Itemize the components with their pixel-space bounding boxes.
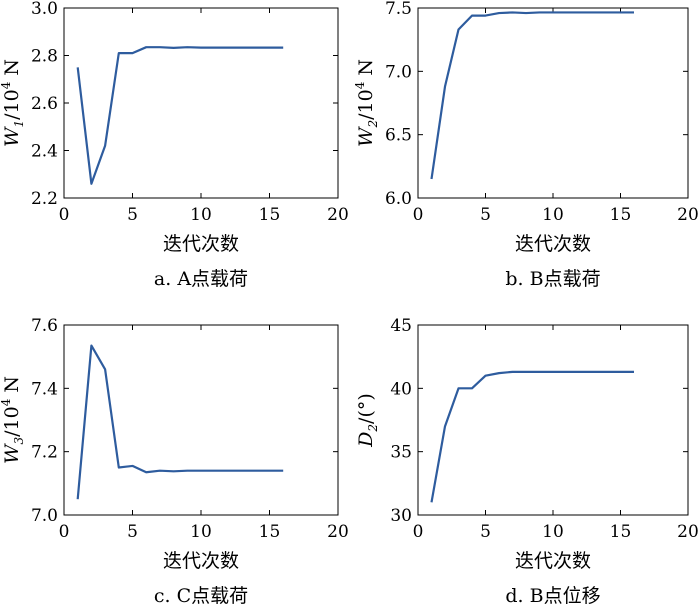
chart-panel-4: 0 5 10 15 20 30 35 40 45 迭代次数 d. B点位移 D2/(°): [355, 316, 699, 607]
x-tick-label: 20: [677, 205, 699, 225]
y-tick-label: 6.0: [385, 189, 412, 209]
x-tick-label: 0: [59, 522, 70, 542]
series-line: [430, 11, 634, 180]
y-axis-label-part: N: [1, 59, 23, 82]
x-tick-label: 20: [327, 205, 349, 225]
y-tick-label: 7.0: [31, 506, 58, 526]
y-axis-label-part: 4: [353, 81, 367, 89]
panel-caption: d. B点位移: [505, 585, 600, 607]
panel-caption: a. A点载荷: [154, 268, 248, 290]
x-tick-label: 10: [542, 205, 564, 225]
y-axis-label-part: N: [355, 59, 377, 82]
y-axis-label: W1/104 N: [0, 59, 26, 147]
y-axis-label-part: /(°): [355, 393, 377, 424]
chart-panel-3: 0 5 10 15 20 7.0 7.2 7.4 7.6 迭代次数 c. C点载荷 W3/104 N: [0, 316, 349, 607]
y-axis-label-part: W: [1, 443, 23, 464]
y-axis-label-part: 2: [366, 120, 380, 129]
y-tick-label: 30: [390, 506, 412, 526]
plot-frame: [417, 7, 689, 199]
y-tick-label: 3.0: [31, 0, 58, 19]
y-axis-label-part: W: [355, 126, 377, 147]
y-axis-label-part: W: [1, 126, 23, 147]
x-tick-label: 5: [480, 205, 491, 225]
x-axis-label: 迭代次数: [515, 550, 591, 572]
x-tick-label: 0: [413, 522, 424, 542]
y-tick-label: 7.5: [385, 0, 412, 19]
y-axis-label-part: 2: [366, 424, 380, 433]
y-tick-label: 7.2: [31, 443, 58, 463]
x-tick-label: 15: [259, 522, 281, 542]
y-tick-label: 45: [390, 316, 412, 336]
y-tick-label: 40: [390, 379, 412, 399]
y-tick-label: 2.4: [31, 142, 58, 162]
y-axis-label-part: N: [1, 376, 23, 399]
plot-frame: [63, 324, 339, 516]
x-tick-label: 5: [480, 522, 491, 542]
x-tick-label: 5: [127, 522, 138, 542]
y-tick-label: 6.5: [385, 126, 412, 146]
x-axis-label: 迭代次数: [163, 233, 239, 255]
series-line: [430, 370, 634, 503]
y-axis-label: D2/(°): [355, 393, 380, 448]
plot-frame: [417, 324, 689, 516]
x-tick-label: 0: [413, 205, 424, 225]
x-tick-label: 20: [327, 522, 349, 542]
y-tick-label: 2.6: [31, 94, 58, 114]
y-tick-label: 2.8: [31, 47, 58, 67]
x-tick-label: 15: [610, 205, 632, 225]
x-tick-label: 15: [610, 522, 632, 542]
y-tick-label: 35: [390, 443, 412, 463]
x-tick-label: 10: [190, 205, 212, 225]
y-axis-label-part: 1: [12, 120, 26, 128]
y-tick-label: 2.2: [31, 189, 58, 209]
y-tick-label: 7.4: [31, 379, 58, 399]
y-axis-label: W2/104 N: [353, 59, 380, 147]
y-axis-label: W3/104 N: [0, 376, 26, 464]
chart-panel-2: 0 5 10 15 20 6.0 6.5 7.0 7.5 迭代次数 b. B点载荷 W2/104 N: [353, 0, 699, 290]
y-axis-label-part: 4: [0, 81, 13, 89]
x-tick-label: 0: [59, 205, 70, 225]
y-axis-label-part: D: [355, 432, 377, 448]
series-line: [76, 344, 284, 500]
y-axis-label-part: /10: [1, 89, 23, 120]
y-axis-label-part: 4: [0, 398, 13, 406]
x-axis-label: 迭代次数: [515, 233, 591, 255]
series-line: [76, 46, 284, 185]
y-axis-label-part: /10: [1, 406, 23, 437]
x-axis-label: 迭代次数: [163, 550, 239, 572]
y-tick-label: 7.6: [31, 316, 58, 336]
x-tick-label: 20: [677, 522, 699, 542]
panel-caption: b. B点载荷: [505, 268, 600, 290]
chart-panel-1: 0 5 10 15 20 2.2 2.4 2.6 2.8 3.0 迭代次数 a. A点载荷 W1/104…: [0, 0, 349, 290]
y-axis-label-part: /10: [355, 89, 377, 120]
x-tick-label: 10: [542, 522, 564, 542]
y-axis-label-part: 3: [12, 437, 26, 445]
x-tick-label: 5: [127, 205, 138, 225]
panel-caption: c. C点载荷: [154, 585, 248, 607]
x-tick-label: 10: [190, 522, 212, 542]
y-tick-label: 7.0: [385, 62, 412, 82]
plot-frame: [63, 7, 339, 199]
x-tick-label: 15: [259, 205, 281, 225]
